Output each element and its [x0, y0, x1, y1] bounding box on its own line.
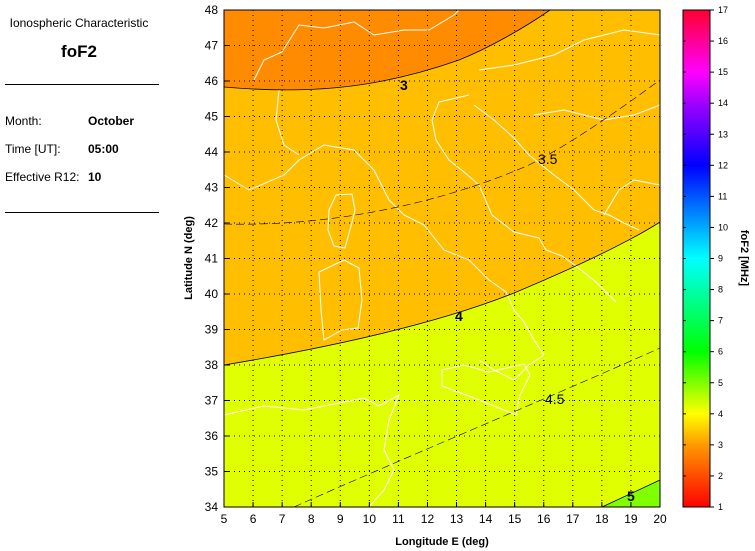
contour-4-5: [293, 347, 661, 508]
colorbar-tick-label: 9: [718, 254, 723, 264]
x-tick-label: 15: [508, 512, 522, 526]
colorbar-tick-label: 1: [718, 502, 723, 512]
contour-label: 3: [400, 77, 408, 93]
y-axis: 34 35 36 37 38 39 40 41 42 43 44 45 46 47 48: [205, 3, 229, 514]
colorbar-tick-label: 12: [718, 160, 728, 170]
contour-label: 4: [455, 308, 463, 324]
contour-label: 5: [627, 488, 635, 504]
x-tick-label: 20: [653, 512, 667, 526]
contour-3-5: [223, 79, 661, 225]
y-axis-label: Latitude N (deg): [183, 216, 195, 300]
colorbar-tick-label: 7: [718, 316, 723, 326]
x-axis: 5 6 7 8 9 10 11 12 13 14 15 16 17 18 19 20: [221, 502, 667, 526]
colorbar-tick-label: 2: [718, 471, 723, 481]
y-tick-label: 41: [205, 252, 219, 266]
month-value: October: [88, 114, 135, 128]
colorbar-tick-label: 13: [718, 129, 728, 139]
y-tick-label: 38: [205, 358, 219, 372]
coastline-sicily: [441, 363, 531, 416]
r12-value: 10: [88, 170, 102, 184]
contour-label: 3.5: [538, 151, 558, 167]
band-4-5: [224, 222, 660, 507]
contour-labels: 3 3.5 4 4.5 5: [400, 77, 635, 504]
time-label: Time [UT]:: [5, 142, 61, 156]
x-tick-label: 9: [337, 512, 344, 526]
colorbar-tick-label: 5: [718, 378, 723, 388]
x-tick-label: 19: [624, 512, 638, 526]
x-tick-label: 18: [595, 512, 609, 526]
coastline-sardinia: [318, 259, 363, 341]
colorbar-tick-label: 15: [718, 67, 728, 77]
colorbar-gradient: [682, 9, 711, 508]
contour-5: [601, 479, 661, 508]
colorbar-label: foF2 [MHz]: [738, 230, 750, 287]
x-tick-label: 12: [421, 512, 435, 526]
coastline-corsica: [327, 193, 356, 249]
divider: [5, 212, 159, 213]
colorbar-tick-label: 11: [718, 191, 727, 201]
y-tick-label: 46: [205, 74, 219, 88]
border-balkans-south: [603, 179, 661, 216]
x-tick-label: 8: [308, 512, 315, 526]
x-tick-label: 10: [363, 512, 377, 526]
colorbar-tick-label: 4: [718, 409, 723, 419]
contour-3: [223, 9, 551, 91]
divider: [5, 84, 159, 85]
border-east: [478, 29, 661, 71]
y-tick-label: 37: [205, 394, 219, 408]
colorbar-tick-label: 3: [718, 440, 723, 450]
x-tick-label: 5: [221, 512, 228, 526]
colorbar-tick-label: 10: [718, 222, 728, 232]
y-tick-label: 34: [205, 500, 219, 514]
border-balkans: [533, 104, 661, 121]
band-below-3: [224, 10, 550, 90]
colorbar-tick-label: 16: [718, 36, 728, 46]
y-tick-label: 43: [205, 181, 219, 195]
y-tick-label: 45: [205, 110, 219, 124]
y-tick-label: 48: [205, 3, 219, 17]
x-axis-label: Longitude E (deg): [395, 536, 489, 548]
y-tick-label: 39: [205, 323, 219, 337]
y-tick-label: 42: [205, 216, 219, 230]
colorbar-tick-label: 8: [718, 285, 723, 295]
coastline-africa: [223, 393, 400, 508]
coastlines: [223, 9, 661, 508]
colorbar-tick-label: 6: [718, 347, 723, 357]
r12-label: Effective R12:: [5, 170, 80, 184]
contour-lines: [223, 9, 661, 508]
border-france-italy: [275, 89, 300, 156]
coastline-italy-east: [431, 94, 617, 303]
x-tick-label: 17: [566, 512, 580, 526]
coastline-croatia: [473, 104, 640, 231]
contour-4: [223, 221, 661, 366]
y-tick-label: 35: [205, 465, 219, 479]
x-tick-label: 6: [250, 512, 257, 526]
y-tick-label: 36: [205, 429, 219, 443]
y-tick-label: 44: [205, 145, 219, 159]
contour-label: 4.5: [545, 391, 565, 407]
colorbar-tick-label: 17: [718, 5, 728, 15]
x-tick-label: 13: [450, 512, 464, 526]
x-tick-label: 14: [479, 512, 493, 526]
info-heading: Ionospheric Characteristic: [9, 16, 149, 30]
y-tick-label: 47: [205, 39, 219, 53]
border-alps: [253, 9, 460, 81]
y-tick-label: 40: [205, 287, 219, 301]
colorbar-tick-label: 14: [718, 98, 728, 108]
x-tick-label: 11: [392, 512, 405, 526]
coastline-italy-west: [223, 144, 545, 381]
x-tick-label: 16: [537, 512, 551, 526]
characteristic-name: foF2: [61, 42, 97, 61]
x-tick-label: 7: [279, 512, 286, 526]
time-value: 05:00: [88, 142, 119, 156]
month-label: Month:: [5, 114, 42, 128]
